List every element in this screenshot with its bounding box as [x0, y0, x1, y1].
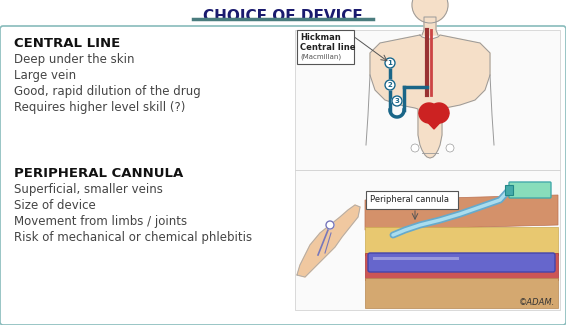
Circle shape: [446, 144, 454, 152]
Polygon shape: [365, 195, 558, 230]
Polygon shape: [419, 113, 449, 129]
FancyBboxPatch shape: [366, 191, 458, 209]
Circle shape: [326, 221, 334, 229]
Polygon shape: [422, 17, 438, 35]
Circle shape: [419, 103, 439, 123]
Text: ©ADAM.: ©ADAM.: [519, 298, 555, 307]
Text: Risk of mechanical or chemical phlebitis: Risk of mechanical or chemical phlebitis: [14, 231, 252, 244]
FancyBboxPatch shape: [509, 182, 551, 198]
Text: 1: 1: [388, 60, 392, 66]
Text: Large vein: Large vein: [14, 69, 76, 82]
Text: 2: 2: [388, 82, 392, 88]
Text: Size of device: Size of device: [14, 199, 96, 212]
Text: Superficial, smaller veins: Superficial, smaller veins: [14, 183, 163, 196]
Text: Central line: Central line: [300, 43, 355, 52]
Text: Requires higher level skill (?): Requires higher level skill (?): [14, 101, 186, 114]
FancyBboxPatch shape: [0, 26, 566, 325]
Text: 3: 3: [395, 98, 400, 104]
FancyBboxPatch shape: [365, 227, 558, 255]
FancyBboxPatch shape: [373, 257, 459, 260]
FancyBboxPatch shape: [295, 170, 560, 310]
Text: Hickman: Hickman: [300, 33, 341, 42]
FancyBboxPatch shape: [365, 253, 558, 280]
FancyBboxPatch shape: [297, 30, 354, 64]
Text: Good, rapid dilution of the drug: Good, rapid dilution of the drug: [14, 85, 201, 98]
Polygon shape: [297, 205, 360, 277]
Text: (Macmillan): (Macmillan): [300, 53, 341, 59]
Text: PERIPHERAL CANNULA: PERIPHERAL CANNULA: [14, 167, 183, 180]
Text: Deep under the skin: Deep under the skin: [14, 53, 135, 66]
Polygon shape: [370, 35, 490, 158]
FancyBboxPatch shape: [365, 278, 558, 308]
Text: CHOICE OF DEVICE: CHOICE OF DEVICE: [203, 9, 363, 24]
Circle shape: [411, 144, 419, 152]
FancyBboxPatch shape: [295, 30, 560, 170]
Text: Peripheral cannula: Peripheral cannula: [370, 195, 449, 204]
Circle shape: [392, 96, 402, 106]
FancyBboxPatch shape: [368, 253, 555, 272]
Circle shape: [385, 80, 395, 90]
FancyBboxPatch shape: [505, 185, 513, 195]
Circle shape: [385, 58, 395, 68]
Circle shape: [412, 0, 448, 23]
Circle shape: [429, 103, 449, 123]
Text: CENTRAL LINE: CENTRAL LINE: [14, 37, 120, 50]
Text: Movement from limbs / joints: Movement from limbs / joints: [14, 215, 187, 228]
